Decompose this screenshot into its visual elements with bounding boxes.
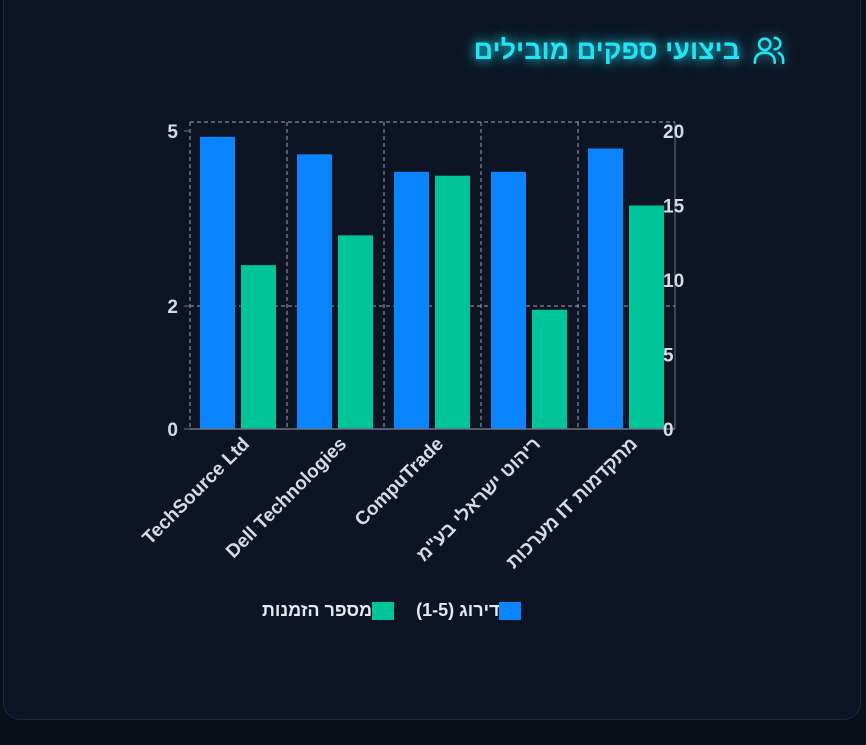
card-header: ביצועי ספקים מובילים — [0, 33, 786, 67]
y-right-tick-label: 10 — [663, 271, 684, 292]
users-icon — [753, 36, 785, 65]
y-right-tick-label: 0 — [663, 420, 674, 441]
bar-rating — [491, 171, 526, 430]
legend-label-rating: דירוג (1-5) — [416, 600, 500, 620]
y-right-tick-label: 20 — [663, 122, 684, 143]
bar-rating — [200, 136, 235, 430]
y-right-tick-label: 15 — [663, 197, 685, 218]
legend-swatch-orders — [372, 601, 395, 620]
bar-rating — [394, 171, 429, 430]
y-left-tick-label: 5 — [167, 122, 178, 143]
y-left-tick-label: 2 — [167, 297, 178, 318]
bar-rating — [297, 154, 332, 430]
bar-orders — [241, 265, 276, 429]
y-left-tick-label: 0 — [167, 420, 178, 441]
card-title: ביצועי ספקים מובילים — [473, 34, 740, 65]
legend-item-orders[interactable]: מספר הזמנות — [262, 600, 395, 621]
supplier-performance-card — [3, 0, 861, 720]
bar-orders — [435, 175, 470, 429]
bar-orders — [532, 309, 567, 429]
chart-legend: מספר הזמנות דירוג (1-5) — [262, 600, 522, 621]
legend-label-orders: מספר הזמנות — [262, 600, 373, 620]
legend-item-rating[interactable]: דירוג (1-5) — [416, 600, 522, 621]
bar-orders — [338, 235, 373, 429]
bar-orders — [629, 205, 664, 429]
x-category-label: CompuTrade — [351, 434, 448, 531]
bar-rating — [588, 148, 623, 429]
y-right-tick-label: 5 — [663, 346, 674, 367]
legend-swatch-rating — [499, 601, 522, 620]
